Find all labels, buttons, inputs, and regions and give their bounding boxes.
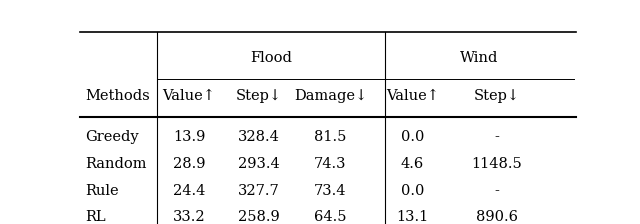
Text: 4.6: 4.6 bbox=[401, 157, 424, 171]
Text: Greedy: Greedy bbox=[85, 130, 139, 144]
Text: 64.5: 64.5 bbox=[314, 211, 347, 224]
Text: 0.0: 0.0 bbox=[401, 130, 424, 144]
Text: Random: Random bbox=[85, 157, 147, 171]
Text: 28.9: 28.9 bbox=[173, 157, 205, 171]
Text: RL: RL bbox=[85, 211, 106, 224]
Text: 890.6: 890.6 bbox=[476, 211, 518, 224]
Text: 73.4: 73.4 bbox=[314, 184, 347, 198]
Text: 327.7: 327.7 bbox=[237, 184, 280, 198]
Text: 13.1: 13.1 bbox=[396, 211, 428, 224]
Text: 81.5: 81.5 bbox=[314, 130, 347, 144]
Text: Methods: Methods bbox=[85, 89, 150, 103]
Text: Wind: Wind bbox=[460, 51, 499, 65]
Text: 1148.5: 1148.5 bbox=[471, 157, 522, 171]
Text: -: - bbox=[494, 130, 499, 144]
Text: 293.4: 293.4 bbox=[237, 157, 280, 171]
Text: Step↓: Step↓ bbox=[474, 89, 520, 103]
Text: 13.9: 13.9 bbox=[173, 130, 205, 144]
Text: 24.4: 24.4 bbox=[173, 184, 205, 198]
Text: Rule: Rule bbox=[85, 184, 118, 198]
Text: 74.3: 74.3 bbox=[314, 157, 347, 171]
Text: 328.4: 328.4 bbox=[237, 130, 280, 144]
Text: Value↑: Value↑ bbox=[163, 89, 216, 103]
Text: Flood: Flood bbox=[250, 51, 292, 65]
Text: Step↓: Step↓ bbox=[236, 89, 282, 103]
Text: -: - bbox=[494, 184, 499, 198]
Text: 0.0: 0.0 bbox=[401, 184, 424, 198]
Text: 258.9: 258.9 bbox=[237, 211, 280, 224]
Text: Value↑: Value↑ bbox=[386, 89, 439, 103]
Text: Damage↓: Damage↓ bbox=[294, 89, 367, 103]
Text: 33.2: 33.2 bbox=[173, 211, 205, 224]
